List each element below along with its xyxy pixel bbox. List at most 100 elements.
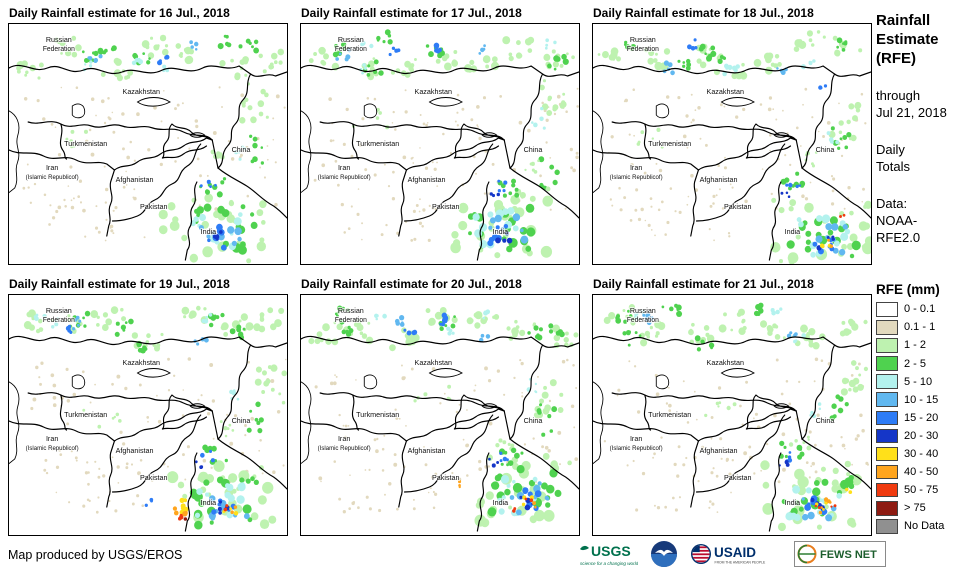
country-label: (Islamic Republicof)	[26, 445, 79, 452]
country-label: Russian	[630, 306, 656, 315]
country-label: China	[524, 416, 544, 425]
country-border	[161, 394, 213, 430]
country-border	[9, 420, 116, 442]
water-body	[720, 97, 755, 107]
map-credit: Map produced by USGS/EROS	[8, 548, 183, 562]
legend-swatch	[876, 501, 898, 516]
rainfall-layer	[16, 34, 286, 264]
country-label: (Islamic Republicof)	[318, 445, 371, 452]
country-label: Kazakhstan	[415, 87, 452, 96]
country-label: Federation	[43, 46, 75, 53]
country-border	[593, 335, 871, 348]
water-body	[136, 97, 171, 107]
country-border	[690, 169, 700, 237]
legend-title: RFE (mm)	[876, 282, 940, 297]
country-border	[405, 137, 505, 171]
legend-item: No Data	[876, 519, 964, 534]
country-border	[217, 438, 287, 490]
rainfall-map-18-jul: Russian Federation Kazakhstan Turkmenistan I…	[592, 23, 872, 265]
legend-item: 20 - 30	[876, 428, 964, 444]
country-label: Iran	[630, 434, 642, 443]
legend-swatch	[876, 392, 898, 407]
country-label: India	[493, 498, 509, 507]
country-border	[745, 123, 797, 159]
country-border	[301, 149, 408, 171]
legend-swatch	[876, 410, 898, 426]
country-label: Federation	[43, 317, 75, 324]
country-label: Federation	[335, 46, 367, 53]
legend-label: No Data	[904, 520, 945, 533]
country-border	[184, 452, 198, 532]
country-label: Turkmenistan	[356, 139, 399, 148]
country-label: Russian	[338, 306, 364, 315]
legend-swatch	[876, 428, 898, 444]
country-border	[697, 408, 797, 442]
country-border	[301, 335, 579, 348]
rfe-legend: RFE (mm) 0 - 0.1 0.1 - 1 1 - 2 2 - 5 5 - 10 1…	[876, 282, 964, 537]
country-border	[695, 414, 786, 493]
water-body	[720, 368, 755, 378]
legend-swatch	[876, 356, 898, 371]
country-border	[398, 169, 408, 237]
country-label: India	[785, 498, 801, 507]
legend-item: 15 - 20	[876, 410, 964, 426]
country-border	[593, 64, 871, 77]
rainfall-map-20-jul: Russian Federation Kazakhstan Turkmenistan I…	[300, 294, 580, 536]
legend-label: 15 - 20	[904, 411, 939, 424]
country-label: China	[524, 145, 544, 154]
water-body	[428, 368, 463, 378]
legend-label: 30 - 40	[904, 448, 939, 460]
map-title: Daily Rainfall estimate for 18 Jul., 201…	[593, 6, 814, 20]
usaid-logo: USAID FROM THE AMERICAN PEOPLE	[691, 544, 766, 565]
country-label: Pakistan	[140, 202, 168, 211]
country-label: Iran	[338, 434, 350, 443]
water-body	[363, 103, 378, 119]
map-panel-20-jul: Daily Rainfall estimate for 20 Jul., 201…	[300, 277, 580, 536]
country-label: Iran	[630, 163, 642, 172]
country-border	[697, 137, 797, 171]
map-panel-19-jul: Daily Rainfall estimate for 19 Jul., 201…	[8, 277, 288, 536]
legend-swatch	[876, 302, 898, 317]
country-border	[405, 408, 505, 442]
legend-swatch	[876, 338, 898, 353]
country-label: Kazakhstan	[707, 358, 744, 367]
country-border	[801, 438, 871, 490]
country-label: India	[785, 227, 801, 236]
legend-label: 10 - 15	[904, 393, 939, 406]
country-label: Iran	[338, 163, 350, 172]
noaa-gull-icon	[655, 549, 673, 556]
country-border	[801, 167, 871, 219]
country-label: Pakistan	[724, 202, 752, 211]
country-label: China	[816, 416, 836, 425]
country-label: Russian	[46, 35, 72, 44]
country-label: Russian	[46, 306, 72, 315]
legend-label: 2 - 5	[904, 357, 927, 370]
country-border	[111, 414, 202, 493]
country-border	[593, 420, 700, 442]
country-label: Federation	[627, 46, 659, 53]
water-body	[71, 103, 86, 119]
country-label: Russian	[630, 35, 656, 44]
country-border	[319, 121, 511, 169]
country-label: Iran	[46, 434, 58, 443]
country-border	[113, 408, 213, 442]
legend-swatch	[876, 482, 898, 498]
rainfall-map-19-jul: Russian Federation Kazakhstan Turkmenistan I…	[8, 294, 288, 536]
country-border	[695, 143, 786, 222]
country-border	[27, 392, 219, 440]
water-body	[655, 103, 670, 119]
country-border	[768, 452, 782, 532]
map-title: Daily Rainfall estimate for 19 Jul., 201…	[9, 277, 230, 291]
country-label: China	[232, 145, 252, 154]
usaid-stripes	[692, 545, 710, 563]
map-panel-18-jul: Daily Rainfall estimate for 18 Jul., 201…	[592, 6, 872, 265]
rainfall-map-21-jul: Russian Federation Kazakhstan Turkmenistan I…	[592, 294, 872, 536]
country-label: Kazakhstan	[123, 87, 160, 96]
rainfall-layer	[23, 305, 287, 530]
country-border	[217, 73, 252, 169]
legend-swatch	[876, 446, 898, 462]
legend-items: 0 - 0.1 0.1 - 1 1 - 2 2 - 5 5 - 10 10 - 15 15 …	[876, 302, 964, 534]
country-border	[113, 137, 213, 171]
country-label: Kazakhstan	[707, 87, 744, 96]
country-border	[745, 394, 797, 430]
